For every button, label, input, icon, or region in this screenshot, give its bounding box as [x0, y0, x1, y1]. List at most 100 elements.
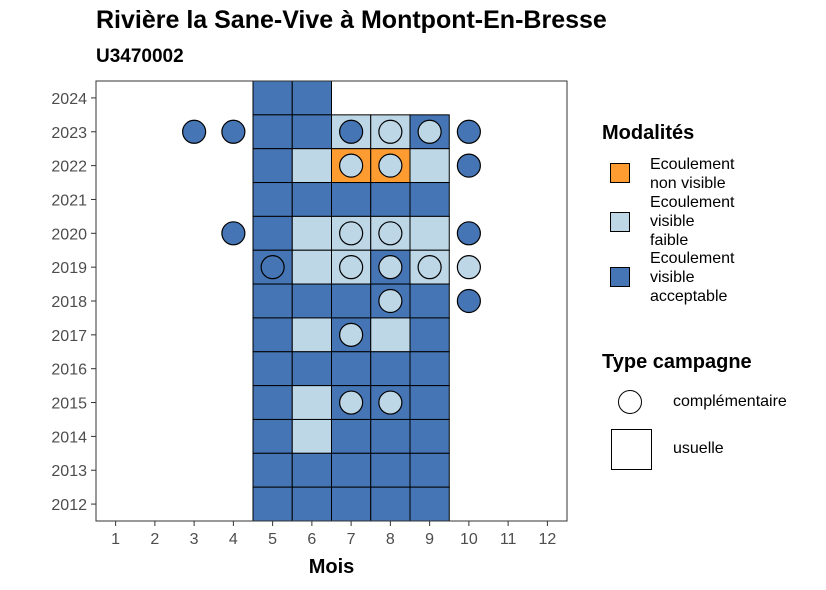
cell-2012-9-ecoulement-visible-acceptable — [409, 486, 450, 522]
cell-2012-5-ecoulement-visible-acceptable — [252, 486, 293, 522]
cell-2020-5-ecoulement-visible-acceptable — [252, 215, 293, 251]
cell-2023-5-ecoulement-visible-acceptable — [252, 114, 293, 150]
y-tick-label: 2018 — [51, 294, 87, 311]
x-tick-label: 8 — [386, 531, 395, 548]
y-tick-label: 2017 — [51, 328, 87, 345]
x-tick-label: 6 — [307, 531, 316, 548]
cell-2015-6-ecoulement-visible-faible — [291, 385, 332, 420]
x-tick-label: 7 — [347, 531, 356, 548]
cell-2013-5-ecoulement-visible-acceptable — [252, 452, 293, 488]
cell-2022-6-ecoulement-visible-faible — [291, 148, 332, 184]
legend-label-line: Ecoulement — [650, 250, 735, 267]
cell-2021-5-ecoulement-visible-acceptable — [252, 182, 293, 217]
cell-2017-6-ecoulement-visible-faible — [291, 317, 332, 353]
point-2023-10-ecoulement-visible-acceptable — [456, 119, 481, 144]
y-tick-label: 2014 — [51, 429, 87, 446]
chart-title: Rivière la Sane-Vive à Montpont-En-Bress… — [96, 6, 607, 34]
cell-2013-8-ecoulement-visible-acceptable — [370, 452, 411, 488]
cell-2016-6-ecoulement-visible-acceptable — [291, 351, 332, 387]
point-2019-5-ecoulement-visible-acceptable — [260, 255, 285, 280]
legend-label-usuelle: usuelle — [673, 440, 724, 457]
point-2022-8-ecoulement-visible-faible — [378, 153, 403, 178]
x-tick-label: 2 — [150, 531, 159, 548]
cell-2014-6-ecoulement-visible-faible — [291, 418, 332, 454]
cell-2021-6-ecoulement-visible-acceptable — [291, 182, 332, 217]
y-tick-label: 2015 — [51, 396, 87, 413]
point-2019-7-ecoulement-visible-faible — [339, 255, 364, 280]
cell-2013-7-ecoulement-visible-acceptable — [331, 452, 372, 488]
point-2023-9-ecoulement-visible-faible — [417, 119, 442, 144]
legend-label-line: Ecoulement — [650, 156, 735, 173]
point-2018-10-ecoulement-visible-acceptable — [456, 288, 481, 314]
cell-2018-7-ecoulement-visible-acceptable — [331, 283, 372, 319]
cell-2018-9-ecoulement-visible-acceptable — [409, 283, 450, 319]
y-tick-label: 2016 — [51, 362, 87, 379]
x-tick-label: 12 — [538, 531, 556, 548]
cell-2012-8-ecoulement-visible-acceptable — [370, 486, 411, 522]
cell-2023-6-ecoulement-visible-acceptable — [291, 114, 332, 150]
legend-label-line: acceptable — [650, 288, 728, 305]
x-tick-label: 4 — [229, 531, 238, 548]
cell-2014-8-ecoulement-visible-acceptable — [370, 418, 411, 454]
cell-2021-8-ecoulement-visible-acceptable — [370, 182, 411, 217]
legend-square-icon — [611, 429, 652, 470]
y-tick-label: 2022 — [51, 159, 87, 176]
point-2019-8-ecoulement-visible-faible — [378, 255, 403, 280]
cell-2014-9-ecoulement-visible-acceptable — [409, 418, 450, 454]
cell-2021-7-ecoulement-visible-acceptable — [331, 182, 372, 217]
cell-2024-5-ecoulement-visible-acceptable — [252, 80, 293, 116]
point-2015-7-ecoulement-visible-faible — [339, 390, 364, 415]
y-tick-label: 2020 — [51, 226, 87, 243]
y-tick-label: 2013 — [51, 463, 87, 480]
point-2015-8-ecoulement-visible-faible — [378, 390, 403, 415]
legend-label-line: Ecoulement — [650, 194, 735, 211]
cell-2016-7-ecoulement-visible-acceptable — [331, 351, 372, 387]
legend-key-faible — [610, 212, 630, 232]
point-2023-3-ecoulement-visible-acceptable — [182, 119, 207, 144]
cell-2020-9-ecoulement-visible-faible — [409, 215, 450, 251]
y-tick-label: 2024 — [51, 91, 87, 108]
cell-2020-6-ecoulement-visible-faible — [291, 215, 332, 251]
cell-2013-9-ecoulement-visible-acceptable — [409, 452, 450, 488]
cell-2017-8-ecoulement-visible-faible — [370, 317, 411, 353]
cell-2017-5-ecoulement-visible-acceptable — [252, 317, 293, 353]
cell-2012-6-ecoulement-visible-acceptable — [291, 486, 332, 522]
cell-2018-5-ecoulement-visible-acceptable — [252, 283, 293, 319]
legend: Modalités Ecoulement non visible Ecoulem… — [600, 120, 820, 480]
x-tick-label: 3 — [190, 531, 199, 548]
legend-label-acceptable: Ecoulement visible acceptable — [650, 249, 760, 306]
x-tick-label: 5 — [268, 531, 277, 548]
legend-label-non-visible: Ecoulement non visible — [650, 155, 760, 193]
cell-2016-8-ecoulement-visible-acceptable — [370, 351, 411, 387]
x-tick-label: 9 — [425, 531, 434, 548]
cell-2024-6-ecoulement-visible-acceptable — [291, 80, 332, 116]
x-tick-label: 10 — [460, 531, 478, 548]
point-2022-7-ecoulement-visible-faible — [339, 153, 364, 178]
y-tick-label: 2019 — [51, 260, 87, 277]
legend-label-line: visible — [650, 269, 695, 286]
legend-key-non-visible — [610, 163, 630, 183]
x-tick-label: 11 — [500, 531, 517, 548]
heatmap-cells — [252, 80, 450, 522]
point-2022-10-ecoulement-visible-acceptable — [456, 153, 481, 178]
cell-2019-6-ecoulement-visible-faible — [291, 249, 332, 285]
legend-label-line: faible — [650, 232, 689, 249]
legend-label-line: visible — [650, 213, 695, 230]
cell-2016-9-ecoulement-visible-acceptable — [409, 351, 450, 387]
point-2020-10-ecoulement-visible-acceptable — [456, 221, 481, 246]
point-2023-4-ecoulement-visible-acceptable — [221, 119, 246, 144]
point-2020-4-ecoulement-visible-acceptable — [221, 221, 246, 246]
y-tick-label: 2021 — [51, 192, 87, 209]
legend-label-faible: Ecoulement visible faible — [650, 193, 760, 250]
y-axis: 2012 2013 2014 2015 2016 2017 2018 2019 2020 2021… — [51, 91, 96, 514]
campaign-circles — [182, 119, 481, 415]
point-2020-8-ecoulement-visible-faible — [378, 221, 403, 246]
cell-2016-5-ecoulement-visible-acceptable — [252, 351, 293, 387]
legend-key-acceptable — [610, 267, 630, 287]
point-2018-8-ecoulement-visible-faible — [378, 288, 403, 314]
cell-2015-5-ecoulement-visible-acceptable — [252, 385, 293, 420]
cell-2018-6-ecoulement-visible-acceptable — [291, 283, 332, 319]
legend-label-line: non visible — [650, 175, 726, 192]
cell-2014-7-ecoulement-visible-acceptable — [331, 418, 372, 454]
